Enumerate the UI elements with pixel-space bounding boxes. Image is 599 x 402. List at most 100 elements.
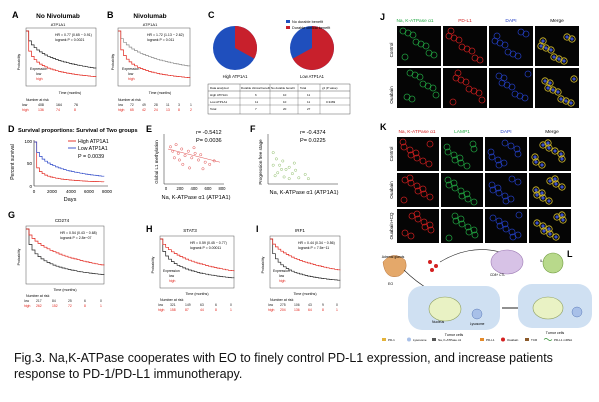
- panel-e-letter: E: [146, 124, 152, 134]
- risk-label: low: [118, 103, 124, 107]
- panel-j-micrographs: [397, 26, 579, 108]
- scatter-point: [174, 143, 178, 147]
- cell-outline: [444, 148, 452, 156]
- panel-e-xlabel: Na, K-ATPase α1 (ATP1A1): [162, 195, 231, 201]
- panel-h-legend-high: high: [169, 279, 176, 283]
- cell-outline: [514, 52, 522, 60]
- scatter-point: [192, 146, 196, 150]
- risk-value: 28: [154, 103, 158, 107]
- merge-nucleus: [548, 81, 552, 85]
- risk-value: 13: [166, 108, 170, 112]
- panel-a-risk-high-1: 74: [56, 108, 60, 112]
- cell-outline: [457, 187, 465, 195]
- merge-nucleus: [546, 141, 550, 145]
- merge-cell: [570, 75, 578, 83]
- merge-nucleus: [547, 227, 551, 231]
- merge-cell: [558, 211, 566, 219]
- panel-i-risk-title: Number at risk: [270, 298, 294, 302]
- cell-outline: [501, 41, 509, 49]
- risk-value: 1: [336, 308, 338, 312]
- micrograph-tile: [397, 68, 441, 108]
- arrow-to-cd8: [439, 249, 501, 263]
- panel-g: G CD274 Probability HR = 0.54 (0.43 − 0.…: [8, 210, 105, 308]
- panel-l-nucleus-label: Nucleus: [432, 320, 445, 324]
- panel-f-points: [271, 151, 310, 181]
- merge-nucleus: [562, 59, 566, 63]
- risk-value: 1: [100, 304, 102, 308]
- panel-i: I IRF1 Probability HR = 0.44 (0.34 − 0.5…: [256, 224, 341, 312]
- scatter-point: [292, 161, 296, 165]
- panel-h-legend-low: low: [169, 274, 175, 278]
- scatter-point: [199, 153, 203, 157]
- panel-e-xtick-200: 200: [177, 186, 185, 191]
- merge-nucleus: [548, 179, 552, 183]
- panel-a-risk-title: Number at risk: [26, 98, 49, 102]
- panel-d-ytick-50: 50: [27, 161, 33, 166]
- panel-d-ylabel: Percent survival: [10, 144, 16, 180]
- cell-outline: [400, 143, 408, 151]
- merge-cell: [551, 147, 559, 155]
- panel-b-hr: HR = 1.72 (1.13 − 2.62): [147, 33, 184, 37]
- pie-slice-benefit: [235, 26, 257, 59]
- panel-b-gene: ATP1A1: [143, 22, 158, 27]
- risk-value: 2: [190, 108, 192, 112]
- panel-a-risk-high-2: 8: [74, 108, 76, 112]
- panel-e-xtick-800: 800: [219, 186, 227, 191]
- risk-value: 84: [52, 299, 56, 303]
- cell-outline: [464, 195, 472, 203]
- cell-outline: [449, 98, 457, 106]
- panel-g-curves: [26, 228, 105, 275]
- panel-a-risk-low-0: 408: [38, 103, 44, 107]
- panel-f-xlabel: Na, K-ATPase α1 (ATP1A1): [270, 190, 339, 196]
- panel-a-title: No Nivolumab: [36, 13, 80, 20]
- scatter-point: [183, 154, 187, 158]
- cell-outline: [425, 160, 433, 168]
- merge-cell: [553, 213, 561, 221]
- micrograph-tile: [397, 209, 439, 243]
- panel-e: E Global L1 methylation r= -0.5412 P= 0.…: [146, 124, 231, 201]
- panel-c-legend-no-benefit: No durable benefit: [292, 20, 324, 24]
- merge-nucleus: [540, 191, 544, 195]
- micrograph-tile: [397, 173, 439, 207]
- cell-outline: [450, 151, 458, 159]
- micrograph-tile: [489, 68, 533, 108]
- cell-outline: [522, 30, 530, 38]
- panel-d-xlabel: Days: [64, 197, 77, 203]
- merge-cell: [557, 150, 565, 158]
- panel-i-xlabel: Time (months): [293, 292, 316, 296]
- panel-b-letter: B: [107, 10, 114, 20]
- km-curve-low: [160, 238, 235, 279]
- panel-e-xtick-400: 400: [191, 186, 199, 191]
- panel-c-pie-low: [290, 26, 334, 70]
- scatter-point: [201, 167, 205, 171]
- cell-outline: [493, 32, 501, 40]
- panel-a-logrank: logrank P = 0.0021: [55, 38, 84, 42]
- risk-value: 11: [166, 103, 170, 107]
- merge-cell: [531, 153, 539, 161]
- cell-outline: [495, 189, 503, 197]
- cell-outline: [508, 175, 516, 183]
- panel-g-risk-table: low 217 84 25 6 0 high 262 152 72 8 1: [24, 299, 102, 308]
- scatter-point: [303, 172, 307, 176]
- cell-outline: [489, 214, 497, 222]
- panel-h-risk-title: Number at risk: [160, 298, 184, 302]
- merge-cell: [542, 44, 550, 52]
- cell-outline: [407, 232, 415, 240]
- panel-d-legend-low: Low ATP1A1: [78, 146, 108, 152]
- merge-cell: [558, 155, 566, 163]
- panel-l-tumor-left-label: Tumor cells: [445, 333, 464, 337]
- scatter-point: [176, 151, 180, 155]
- scatter-point: [282, 175, 286, 179]
- scatter-point: [287, 165, 291, 169]
- risk-value: 106: [294, 303, 300, 307]
- cell-outline: [427, 226, 435, 234]
- merge-nucleus: [541, 224, 545, 228]
- panel-a-plot-frame: [25, 27, 97, 87]
- panel-h-risk-table: low 321 149 63 6 0 high 158 87 44 8 1: [158, 303, 232, 312]
- panel-j-letter: J: [380, 12, 385, 22]
- cell-outline: [496, 222, 504, 230]
- panel-c-legend-swatch-blue: [286, 20, 290, 23]
- risk-value: 63: [200, 303, 204, 307]
- micrograph-tile: [441, 173, 483, 207]
- merge-nucleus: [556, 90, 560, 94]
